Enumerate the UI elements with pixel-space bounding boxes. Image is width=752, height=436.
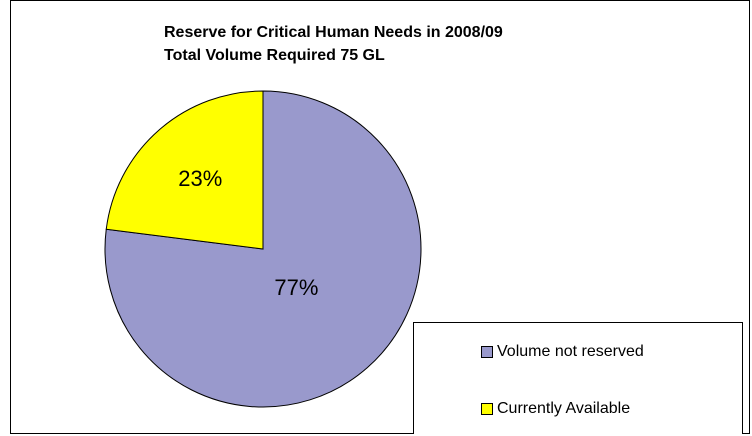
- chart-title: Reserve for Critical Human Needs in 2008…: [164, 24, 503, 41]
- legend-item-currently-available: Currently Available: [481, 400, 630, 418]
- legend-item-volume-not-reserved: Volume not reserved: [481, 343, 644, 361]
- legend-swatch-currently-available: [481, 403, 493, 415]
- legend-label: Currently Available: [497, 400, 631, 417]
- chart-subtitle: Total Volume Required 75 GL: [164, 47, 385, 64]
- legend-label: Volume not reserved: [497, 343, 644, 360]
- pie-slice-label: 23%: [178, 166, 222, 191]
- legend-swatch-volume-not-reserved: [481, 346, 493, 358]
- pie-slice-currently-available: [105, 90, 264, 250]
- pie-slice-volume-not-reserved: [104, 90, 422, 408]
- pie-slice-label: 77%: [274, 275, 318, 300]
- legend: Volume not reserved Currently Available: [413, 322, 743, 434]
